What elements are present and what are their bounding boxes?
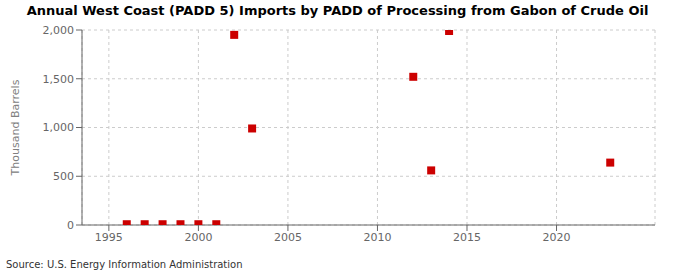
svg-text:500: 500 bbox=[53, 170, 74, 183]
svg-text:2,000: 2,000 bbox=[43, 24, 75, 37]
html-text:Source: U.S. Energy Informatio: Source: U.S. Energy Information Administ… bbox=[6, 259, 243, 270]
svg-text:1,000: 1,000 bbox=[43, 121, 75, 134]
svg-text:0: 0 bbox=[67, 219, 74, 232]
svg-text:2015: 2015 bbox=[453, 231, 481, 244]
svg-text:2005: 2005 bbox=[274, 231, 302, 244]
svg-text:2000: 2000 bbox=[184, 231, 212, 244]
svg-text:2020: 2020 bbox=[543, 231, 571, 244]
html-text:Annual West Coast (PADD 5) Imp: Annual West Coast (PADD 5) Imports by PA… bbox=[26, 3, 649, 18]
svg-text:2010: 2010 bbox=[363, 231, 391, 244]
svg-text:1995: 1995 bbox=[95, 231, 123, 244]
svg-text:Thousand Barrels: Thousand Barrels bbox=[9, 79, 22, 176]
svg-text:1,500: 1,500 bbox=[43, 73, 75, 86]
